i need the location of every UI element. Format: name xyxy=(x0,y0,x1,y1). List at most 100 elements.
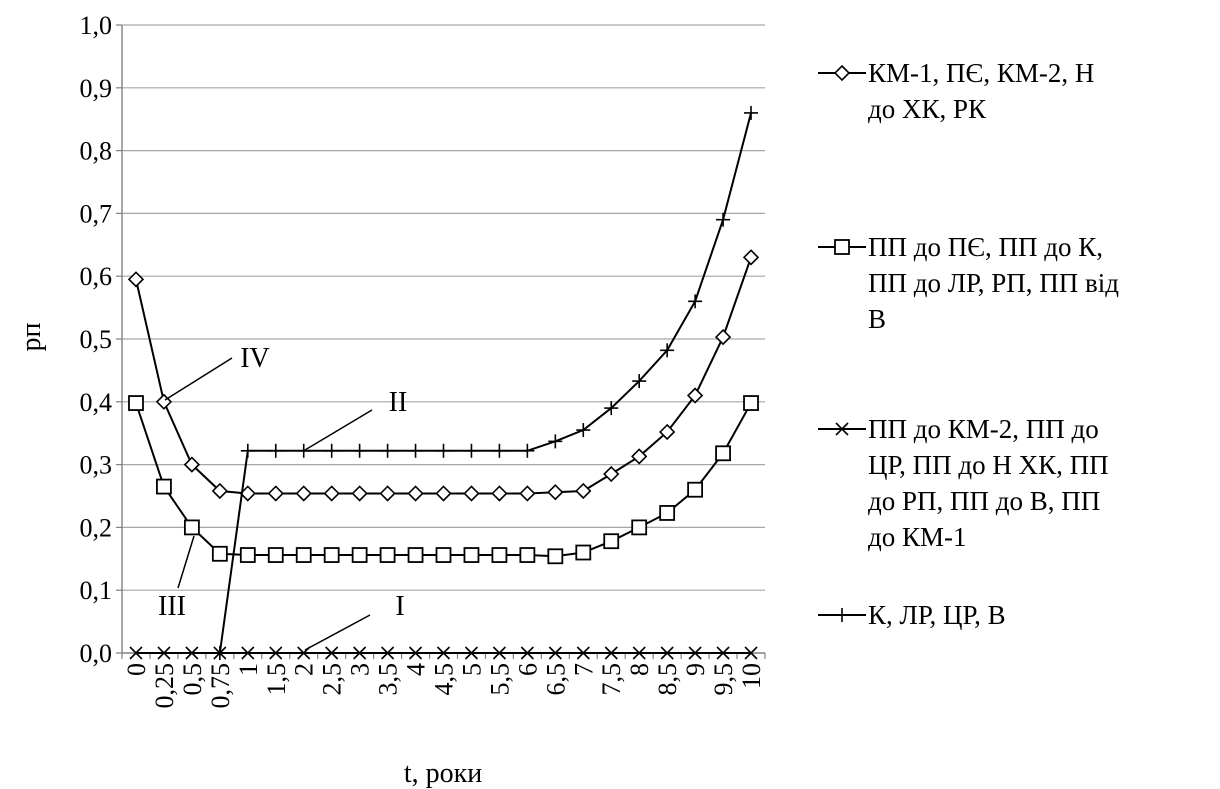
data-point xyxy=(547,548,564,565)
data-point xyxy=(267,547,284,563)
data-point xyxy=(436,443,451,458)
annotation-iv: IV xyxy=(164,343,270,401)
x-tick-label: 9 xyxy=(681,663,710,676)
data-point xyxy=(715,445,731,462)
legend-label: В xyxy=(868,304,886,334)
data-point xyxy=(632,646,646,660)
data-point xyxy=(519,485,536,502)
legend: КМ-1, ПЄ, КМ-2, Н до ХК, РК ПП до ПЄ, ПП д… xyxy=(818,58,1119,630)
data-point xyxy=(835,422,849,436)
data-point xyxy=(632,374,647,389)
annotation-leader xyxy=(304,614,371,651)
data-point xyxy=(492,646,506,660)
x-tick-label: 3 xyxy=(346,663,375,676)
data-point xyxy=(295,485,312,502)
data-point xyxy=(408,443,423,458)
data-point xyxy=(211,545,228,562)
data-point xyxy=(183,519,200,536)
data-point xyxy=(688,294,703,309)
annotation-label: II xyxy=(389,387,408,418)
legend-label: ЦР, ПП до Н ХК, ПП xyxy=(868,450,1109,480)
y-tick-labels: 0,0 0,1 0,2 0,3 0,4 0,5 0,6 0,7 0,8 0,9 1,0 xyxy=(80,11,113,668)
x-tick-labels: 00,250,50,7511,522,533,544,555,566,577,5… xyxy=(122,663,766,709)
y-axis-title: pп xyxy=(16,322,47,351)
data-point xyxy=(716,646,730,660)
series-2 xyxy=(128,395,759,565)
data-point xyxy=(464,646,479,660)
data-point xyxy=(269,646,283,660)
x-tick-label: 0,25 xyxy=(150,663,179,709)
data-point xyxy=(575,482,592,500)
x-tick-label: 2 xyxy=(290,663,319,676)
x-tick-label: 0,75 xyxy=(206,663,235,709)
legend-entry-1: КМ-1, ПЄ, КМ-2, Н до ХК, РК xyxy=(818,58,1094,124)
data-point xyxy=(464,443,479,458)
x-tick-label: 6,5 xyxy=(541,663,570,696)
data-point xyxy=(714,328,732,346)
y-tick-label: 0,8 xyxy=(80,137,113,166)
data-point xyxy=(380,443,395,458)
data-point xyxy=(833,64,851,82)
x-tick-label: 9,5 xyxy=(709,663,738,696)
data-point xyxy=(659,423,676,441)
data-point xyxy=(743,395,759,411)
data-point xyxy=(239,547,256,563)
x-tick-label: 8,5 xyxy=(653,663,682,696)
data-point xyxy=(463,485,480,502)
x-tick-label: 0 xyxy=(122,663,151,676)
y-tick-label: 0,3 xyxy=(80,451,113,480)
data-point xyxy=(157,646,171,660)
data-point xyxy=(435,485,452,502)
data-point xyxy=(212,646,227,660)
data-point xyxy=(240,443,255,458)
annotation-label: I xyxy=(395,591,404,622)
data-point xyxy=(407,485,424,502)
legend-label: до ХК, РК xyxy=(868,94,987,124)
y-tick-label: 1,0 xyxy=(80,11,113,40)
data-point xyxy=(183,456,201,473)
data-point xyxy=(631,519,648,536)
data-point xyxy=(744,646,758,660)
data-point xyxy=(128,395,144,411)
series-1 xyxy=(127,249,760,502)
legend-entry-3: ПП до КМ-2, ПП до ЦР, ПП до Н ХК, ПП до РП… xyxy=(818,414,1109,552)
data-point xyxy=(435,547,452,563)
annotation-ii: II xyxy=(304,387,408,451)
data-point xyxy=(127,271,145,288)
annotation-leader xyxy=(304,409,373,451)
x-tick-label: 7,5 xyxy=(597,663,626,696)
data-point xyxy=(407,547,424,563)
x-tick-label: 2,5 xyxy=(318,663,347,696)
x-tick-label: 1 xyxy=(234,663,263,676)
data-point xyxy=(351,485,368,502)
y-tick-label: 0,4 xyxy=(80,388,113,417)
data-point xyxy=(296,443,311,458)
data-point xyxy=(492,443,507,458)
data-point xyxy=(604,401,619,416)
axes xyxy=(116,24,766,659)
data-point xyxy=(575,544,592,561)
y-tick-label: 0,9 xyxy=(80,74,113,103)
legend-entry-2: ПП до ПЄ, ПП до К, ПП до ЛР, РП, ПП від В xyxy=(818,232,1119,334)
y-tick-label: 0,6 xyxy=(80,262,113,291)
data-point xyxy=(576,423,591,438)
y-tick-label: 0,7 xyxy=(80,199,113,228)
series-line xyxy=(218,112,752,654)
annotation-label: III xyxy=(158,591,186,622)
y-tick-label: 0,5 xyxy=(80,325,113,354)
data-point xyxy=(835,608,849,622)
data-point xyxy=(604,646,618,660)
x-tick-label: 10 xyxy=(737,663,766,689)
data-point xyxy=(156,478,172,495)
x-tick-label: 4 xyxy=(402,663,431,676)
legend-label: ПП до ЛР, РП, ПП від xyxy=(868,268,1119,298)
data-point xyxy=(324,443,339,458)
data-point xyxy=(687,481,704,498)
legend-label: ПП до КМ-2, ПП до xyxy=(868,414,1099,444)
data-point xyxy=(688,646,702,660)
x-tick-label: 7 xyxy=(569,663,598,676)
data-point xyxy=(325,646,339,660)
data-point xyxy=(408,646,423,660)
legend-entry-4: К, ЛР, ЦР, В xyxy=(818,600,1006,630)
